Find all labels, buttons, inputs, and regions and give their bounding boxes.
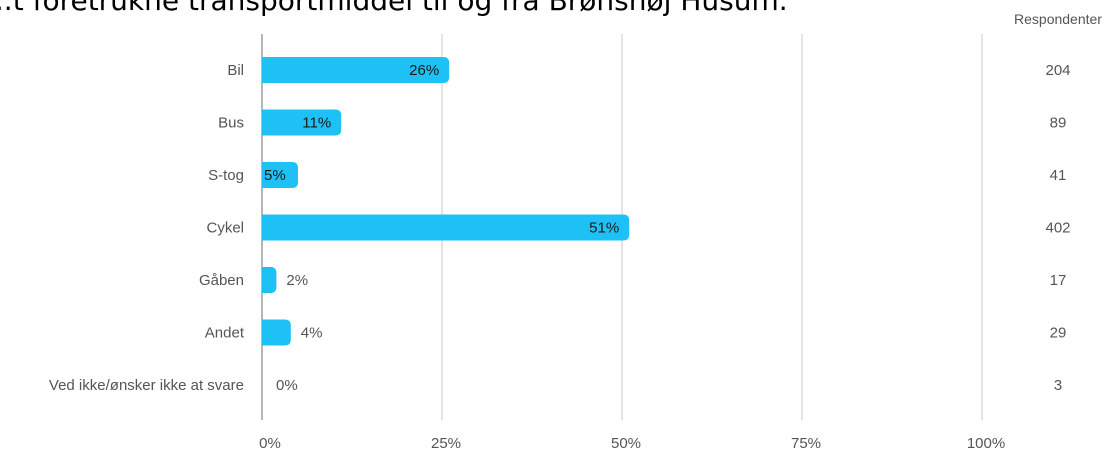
bar: [262, 267, 277, 293]
x-tick-label: 50%: [611, 435, 641, 450]
data-label: 11%: [302, 115, 331, 132]
respondent-count: 204: [1045, 62, 1070, 79]
category-label: Cykel: [206, 220, 244, 237]
category-label: Gåben: [199, 272, 244, 289]
bar: [262, 214, 630, 241]
title: ...t foretrukne transportmiddel til og f…: [0, 0, 788, 17]
respondent-count: 3: [1054, 377, 1062, 394]
bar: [262, 109, 342, 136]
category-label: Bil: [227, 62, 244, 79]
respondent-count: 89: [1050, 115, 1067, 132]
respondent-count: 29: [1050, 325, 1067, 342]
x-tick-label: 25%: [431, 435, 461, 450]
data-label: 2%: [286, 272, 308, 289]
x-tick-label: 0%: [259, 435, 281, 450]
data-label: 4%: [301, 325, 323, 342]
x-tick-label: 100%: [967, 435, 1005, 450]
respondent-count: 41: [1050, 167, 1067, 184]
respondents-header: Respondenter: [1014, 11, 1102, 27]
category-label: Ved ikke/ønsker ikke at svare: [49, 377, 244, 394]
bar: [262, 57, 450, 83]
data-label: 0%: [276, 377, 298, 394]
category-label: Andet: [205, 325, 245, 342]
data-label: 5%: [264, 167, 286, 184]
x-tick-label: 75%: [791, 435, 821, 450]
respondent-count: 402: [1045, 220, 1070, 237]
bar: [262, 319, 291, 346]
data-label: 26%: [409, 62, 439, 79]
category-label: S-tog: [208, 167, 244, 184]
bar: [262, 162, 298, 188]
respondent-count: 17: [1050, 272, 1067, 289]
category-label: Bus: [218, 115, 244, 132]
data-label: 51%: [589, 220, 619, 237]
